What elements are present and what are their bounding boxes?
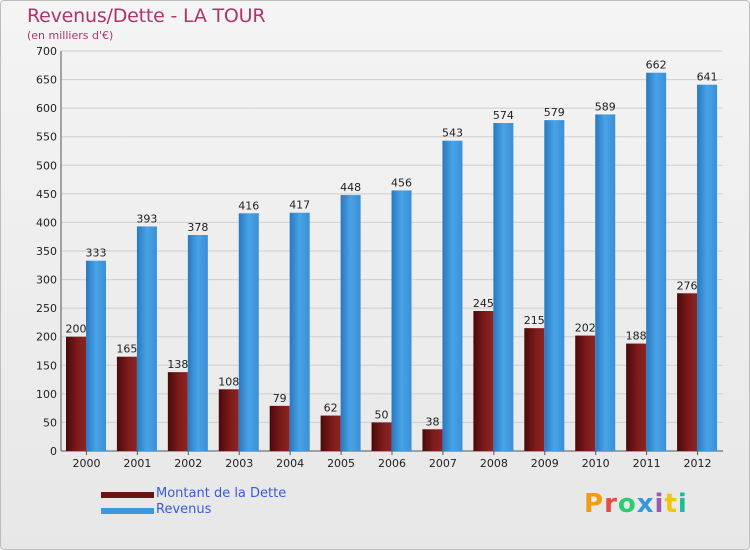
data-label-revenue: 448	[340, 181, 361, 194]
legend-label-revenue: Revenus	[156, 502, 212, 517]
y-tick-label: 600	[36, 102, 57, 115]
data-label-debt: 79	[273, 392, 287, 405]
logo-letter: i	[677, 489, 688, 519]
data-label-revenue: 416	[238, 199, 259, 212]
data-label-revenue: 543	[442, 127, 463, 140]
x-tick-label: 2000	[72, 457, 100, 470]
x-tick-label: 2008	[480, 457, 508, 470]
bar-revenue	[86, 260, 106, 451]
x-tick-label: 2004	[276, 457, 304, 470]
bar-revenue	[340, 195, 361, 451]
data-label-revenue: 378	[187, 221, 208, 234]
data-label-debt: 276	[677, 279, 698, 292]
x-tick-label: 2002	[174, 457, 202, 470]
y-tick-label: 0	[50, 445, 57, 458]
proxiti-logo: Proxiti	[584, 489, 688, 519]
chart-title: Revenus/Dette - LA TOUR	[27, 5, 266, 27]
y-tick-label: 400	[36, 216, 57, 229]
logo-letter: P	[584, 489, 605, 519]
data-label-debt: 62	[324, 402, 338, 415]
bar-debt	[422, 429, 443, 451]
y-tick-label: 250	[36, 302, 57, 315]
data-label-debt: 245	[473, 297, 494, 310]
data-label-revenue: 662	[646, 59, 667, 72]
bar-debt	[269, 405, 290, 451]
x-tick-label: 2007	[429, 457, 457, 470]
x-tick-label: 2011	[633, 457, 661, 470]
logo-letter: x	[636, 489, 655, 519]
y-tick-label: 500	[36, 159, 57, 172]
logo-letter: r	[604, 489, 618, 519]
data-label-revenue: 574	[493, 109, 514, 122]
data-label-revenue: 456	[391, 176, 412, 189]
y-tick-label: 650	[36, 74, 57, 87]
bar-debt	[167, 372, 188, 451]
bar-debt	[473, 311, 494, 451]
data-label-debt: 200	[66, 323, 87, 336]
x-tick-label: 2012	[684, 457, 712, 470]
bar-revenue	[544, 120, 565, 452]
bar-debt	[371, 422, 392, 451]
data-label-debt: 202	[575, 322, 596, 335]
x-tick-label: 2003	[225, 457, 253, 470]
y-tick-label: 50	[43, 416, 57, 429]
bar-debt	[66, 336, 86, 451]
y-tick-label: 350	[36, 245, 57, 258]
bar-revenue	[697, 84, 718, 451]
bar-debt	[677, 293, 698, 451]
x-tick-label: 2001	[123, 457, 151, 470]
bar-revenue	[646, 72, 667, 451]
bar-revenue	[136, 226, 157, 451]
data-label-debt: 165	[116, 343, 137, 356]
bar-debt	[218, 389, 239, 451]
y-tick-label: 300	[36, 274, 57, 287]
bar-revenue	[493, 123, 514, 451]
data-label-revenue: 393	[136, 212, 157, 225]
data-label-debt: 50	[375, 408, 389, 421]
data-label-revenue: 333	[86, 247, 107, 260]
y-tick-label: 550	[36, 131, 57, 144]
bar-revenue	[442, 140, 463, 451]
logo-letter: t	[664, 489, 678, 519]
data-label-revenue: 589	[595, 100, 616, 113]
chart-subtitle: (en milliers d'€)	[27, 29, 114, 42]
logo-letter: i	[654, 489, 665, 519]
bar-revenue	[289, 212, 310, 451]
data-label-debt: 38	[425, 415, 439, 428]
bar-debt	[575, 335, 596, 451]
bar-revenue	[238, 213, 259, 451]
logo-letter: o	[617, 489, 637, 519]
x-tick-label: 2006	[378, 457, 406, 470]
x-tick-label: 2005	[327, 457, 355, 470]
data-label-revenue: 579	[544, 106, 565, 119]
legend-label-debt: Montant de la Dette	[156, 486, 287, 501]
x-tick-label: 2010	[582, 457, 610, 470]
x-tick-label: 2009	[531, 457, 559, 470]
data-label-debt: 215	[524, 314, 545, 327]
bar-revenue	[187, 235, 208, 451]
data-label-revenue: 641	[697, 71, 718, 84]
bar-revenue	[595, 114, 616, 451]
bar-revenue	[391, 190, 412, 451]
y-tick-label: 100	[36, 388, 57, 401]
data-label-debt: 108	[218, 375, 239, 388]
legend-swatch-revenue	[101, 508, 154, 514]
y-tick-label: 150	[36, 359, 57, 372]
data-label-debt: 138	[167, 358, 188, 371]
bar-debt	[320, 415, 341, 451]
y-tick-label: 200	[36, 331, 57, 344]
bar-debt	[116, 356, 137, 451]
legend-swatch-debt	[101, 492, 154, 498]
data-label-revenue: 417	[289, 199, 310, 212]
bar-debt	[524, 328, 545, 451]
y-tick-label: 700	[36, 45, 57, 58]
y-tick-label: 450	[36, 188, 57, 201]
data-label-debt: 188	[626, 330, 647, 343]
bar-debt	[626, 343, 647, 451]
